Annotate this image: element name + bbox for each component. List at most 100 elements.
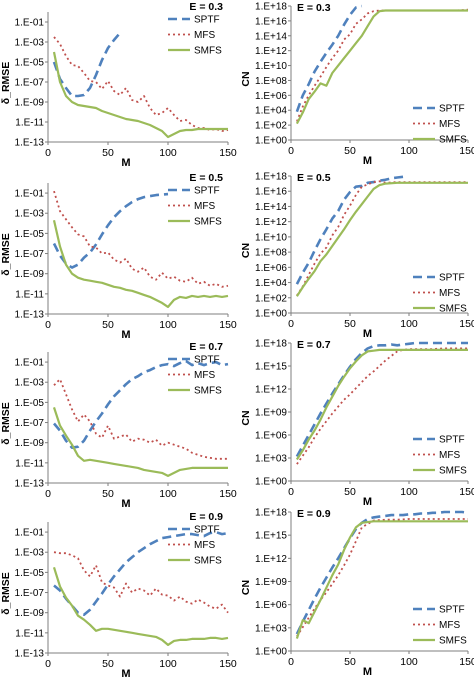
series-line-mfs: [296, 518, 468, 637]
y-tick-label: 1.E-01: [15, 18, 45, 29]
legend-label-smfs: SMFS: [439, 304, 467, 315]
series-line-sptf: [295, 510, 469, 635]
chart-panel-4: 1.E+00 1.E+02 1.E+04 1.E+06 1.E+08 1.E+10 1.E+…: [240, 172, 474, 341]
series-line-sptf: [295, 175, 404, 285]
x-tick-label: 100: [400, 656, 418, 668]
chart-panel-3: 1.E-01 1.E-03 1.E-05 1.E-07 1.E-09 1.E-11 1.E-…: [0, 172, 237, 341]
y-tick-label: 1.E+08: [255, 76, 287, 87]
y-tick-label: 1.E+10: [255, 232, 287, 243]
x-tick-label: 50: [344, 145, 356, 157]
y-tick-label: 1.E+14: [255, 202, 287, 213]
series-line-smfs: [52, 51, 228, 139]
y-tick-label: 1.E+06: [255, 600, 287, 611]
y-tick-label: 1.E-03: [15, 378, 45, 389]
y-tick-label: 1.E+03: [255, 454, 287, 465]
panel-title: E = 0.3: [297, 2, 331, 14]
series-line-sptf: [52, 32, 121, 98]
legend-label-smfs: SMFS: [439, 636, 467, 647]
x-tick-label: 150: [219, 319, 237, 331]
y-tick-label: 1.E-01: [15, 528, 45, 539]
y-tick-label: 1.E-13: [15, 138, 45, 149]
series-line-mfs: [53, 551, 229, 614]
y-tick-label: 1.E+00: [255, 309, 287, 320]
y-axis-label: CN: [240, 580, 252, 595]
chart-panel-6: 1.E+00 1.E+03 1.E+06 1.E+09 1.E+12 1.E+15 1.E+…: [240, 339, 474, 509]
x-tick-label: 50: [344, 486, 356, 498]
y-tick-label: 1.E-05: [15, 58, 45, 69]
y-axis-label: δ_RMSE: [0, 572, 12, 615]
y-tick-label: 1.E+12: [255, 217, 287, 228]
y-tick-label: 1.E+02: [255, 293, 287, 304]
series-line-smfs: [295, 181, 468, 297]
y-tick-label: 1.E-03: [15, 209, 45, 220]
y-tick-label: 1.E+10: [255, 61, 287, 72]
y-tick-label: 1.E-01: [15, 358, 45, 369]
y-tick-label: 1.E+09: [255, 577, 287, 588]
series-line-sptf: [53, 530, 229, 617]
y-tick-label: 1.E-03: [15, 38, 45, 49]
x-tick-label: 150: [219, 147, 237, 159]
x-tick-label: 0: [288, 145, 294, 157]
x-tick-label: 0: [288, 318, 294, 330]
legend-label-sptf: SPTF: [439, 605, 465, 616]
x-tick-label: 50: [102, 488, 114, 500]
x-tick-label: 50: [102, 658, 114, 670]
x-axis-label: M: [363, 496, 372, 508]
x-tick-label: 100: [400, 318, 418, 330]
y-tick-label: 1.E+06: [255, 431, 287, 442]
y-tick-label: 1.E-05: [15, 398, 45, 409]
legend-label-mfs: MFS: [194, 201, 215, 212]
y-tick-label: 1.E-11: [15, 458, 44, 469]
x-tick-label: 50: [344, 318, 356, 330]
y-tick-label: 1.E-05: [15, 229, 45, 240]
series-line-sptf: [52, 192, 169, 269]
y-tick-label: 1.E-07: [15, 418, 45, 429]
panel-title: E = 0.3: [189, 1, 223, 13]
y-tick-label: 1.E+18: [255, 508, 287, 519]
x-tick-label: 50: [102, 147, 114, 159]
legend-label-smfs: SMFS: [194, 556, 222, 567]
chart-panel-7: 1.E-01 1.E-03 1.E-05 1.E-07 1.E-09 1.E-11 1.E-…: [0, 511, 237, 680]
y-tick-label: 1.E-11: [15, 118, 44, 129]
x-axis-label: M: [363, 666, 372, 678]
y-axis-label: δ_RMSE: [0, 233, 12, 276]
y-tick-label: 1.E+09: [255, 408, 287, 419]
y-tick-label: 1.E-11: [15, 628, 44, 639]
x-tick-label: 150: [459, 145, 474, 157]
y-tick-label: 1.E+18: [255, 339, 287, 350]
y-tick-label: 1.E-13: [15, 479, 45, 490]
y-tick-label: 1.E+00: [255, 477, 287, 488]
y-tick-label: 1.E+12: [255, 554, 287, 565]
y-tick-label: 1.E-07: [15, 588, 45, 599]
legend-label-mfs: MFS: [439, 288, 460, 299]
y-tick-label: 1.E+15: [255, 531, 287, 542]
legend-label-sptf: SPTF: [439, 273, 465, 284]
x-tick-label: 150: [459, 486, 474, 498]
y-axis-label: δ_RMSE: [0, 62, 12, 105]
legend-label-sptf: SPTF: [194, 186, 220, 197]
series-line-smfs: [52, 407, 228, 477]
legend-label-mfs: MFS: [194, 540, 215, 551]
series-line-mfs: [53, 190, 229, 288]
series-line-smfs: [52, 566, 229, 647]
chart-panel-1: 1.E-01 1.E-03 1.E-05 1.E-07 1.E-09 1.E-11 1.E-…: [0, 1, 237, 169]
y-tick-label: 1.E+12: [255, 385, 287, 396]
y-tick-label: 1.E-09: [15, 269, 45, 280]
y-tick-label: 1.E-07: [15, 78, 45, 89]
x-tick-label: 0: [288, 486, 294, 498]
panel-title: E = 0.5: [297, 172, 331, 184]
legend-label-mfs: MFS: [439, 450, 460, 461]
x-axis-label: M: [363, 328, 372, 340]
series-line-sptf: [295, 341, 468, 458]
y-tick-label: 1.E+16: [255, 187, 287, 198]
legend-label-mfs: MFS: [439, 119, 460, 130]
y-tick-label: 1.E+06: [255, 91, 287, 102]
x-axis-label: M: [121, 498, 130, 510]
y-tick-label: 1.E-07: [15, 249, 45, 260]
legend-label-smfs: SMFS: [439, 466, 467, 477]
legend-label-mfs: MFS: [439, 620, 460, 631]
panel-title: E = 0.9: [297, 508, 331, 520]
x-tick-label: 150: [219, 658, 237, 670]
x-tick-label: 0: [45, 658, 51, 670]
